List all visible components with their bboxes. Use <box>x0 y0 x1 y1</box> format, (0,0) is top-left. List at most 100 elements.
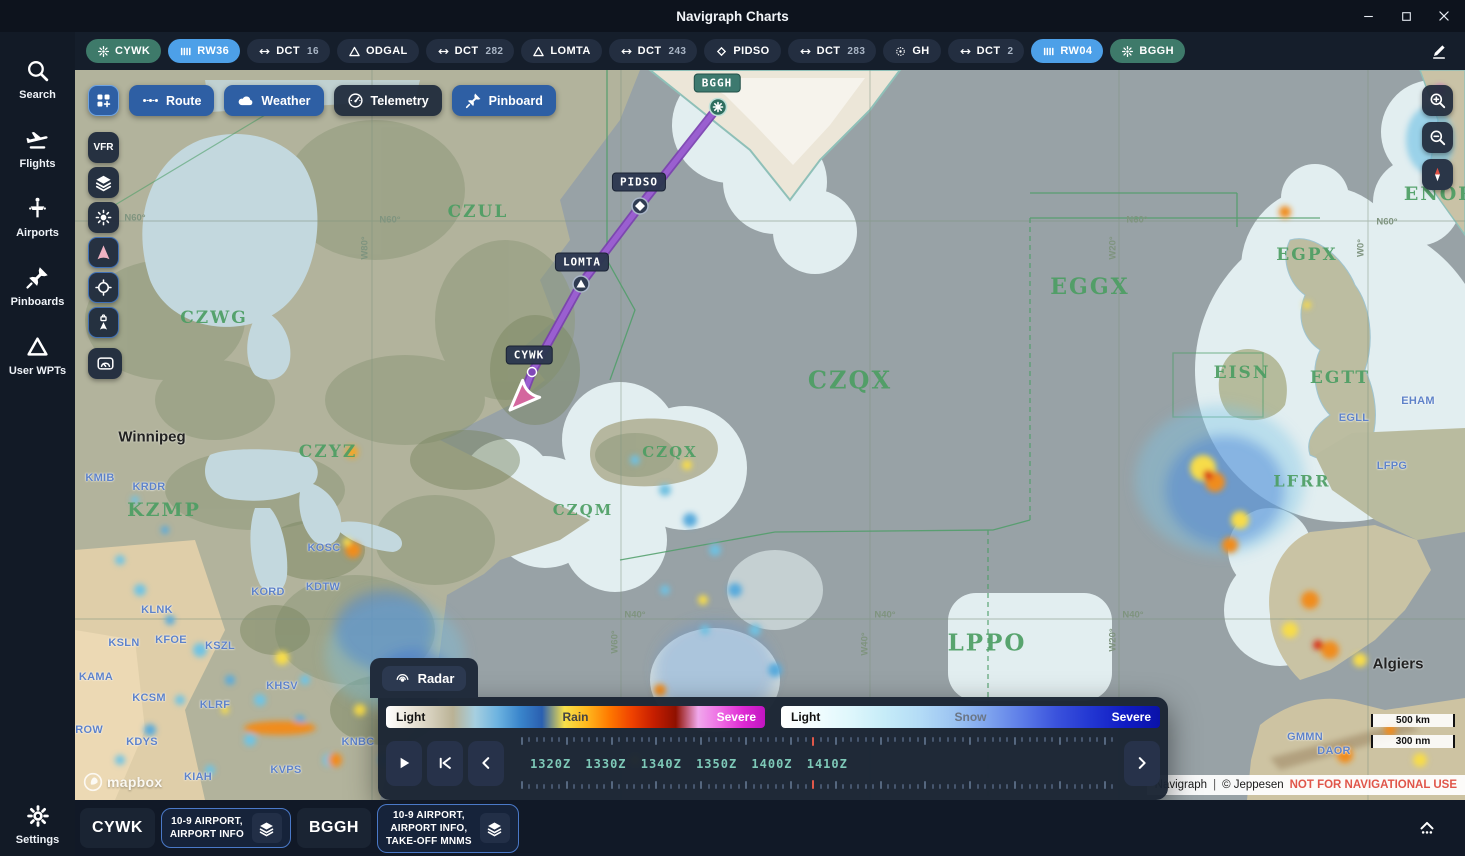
map-right-controls <box>1422 85 1453 190</box>
map-control-brightness[interactable] <box>88 202 119 233</box>
radar-media-buttons <box>386 740 509 786</box>
aircraft-symbol[interactable] <box>501 378 542 418</box>
pin-icon <box>26 267 48 289</box>
skip-to-start-button[interactable] <box>427 740 463 786</box>
time-label-1330z[interactable]: 1330Z <box>585 757 627 771</box>
time-label-1400z[interactable]: 1400Z <box>751 757 793 771</box>
maximize-button[interactable] <box>1399 9 1413 23</box>
expand-panel-button[interactable] <box>1407 808 1447 848</box>
chart-button-cywk[interactable]: 10-9 AIRPORT, AIRPORT INFO <box>160 808 291 848</box>
route-pill-dct-283[interactable]: DCT 283 <box>787 39 877 63</box>
window-title: Navigraph Charts <box>676 8 789 24</box>
sun-icon <box>97 45 110 57</box>
chart-layers-button[interactable] <box>251 813 282 843</box>
pencil-icon <box>1433 45 1445 59</box>
waypoint-label-pidso[interactable]: PIDSO <box>611 172 667 192</box>
waypoint-marker-cywk[interactable] <box>526 366 538 378</box>
route-pill-label: DCT <box>454 45 479 57</box>
map-control-aircraft[interactable] <box>88 237 119 268</box>
map-control-zoom-out[interactable] <box>1422 122 1453 153</box>
edit-route-button[interactable] <box>1425 37 1453 65</box>
legend-min-label: Light <box>791 710 821 724</box>
sidebar-item-user-wpts[interactable]: User WPTs <box>0 334 75 377</box>
sidebar-item-pinboards[interactable]: Pinboards <box>0 265 75 308</box>
toolbar-button-weather[interactable]: Weather <box>224 85 324 116</box>
map-control-center[interactable] <box>88 272 119 303</box>
waypoint-label-cywk[interactable]: CYWK <box>505 345 553 365</box>
route-pill-cywk[interactable]: CYWK <box>86 39 162 63</box>
chart-button-bggh[interactable]: 10-9 AIRPORT, AIRPORT INFO, TAKE-OFF MNMS <box>376 803 519 853</box>
legend-name: Rain <box>562 710 589 724</box>
airport-code-bggh[interactable]: BGGH <box>296 808 371 848</box>
legend-name: Snow <box>954 710 987 724</box>
map-control-layers[interactable] <box>88 167 119 198</box>
radar-legend-rain: Light Rain Severe <box>386 706 765 728</box>
triangle-icon <box>349 46 360 56</box>
panels-grid-button[interactable] <box>88 85 119 116</box>
map-control-attitude[interactable] <box>88 348 122 379</box>
radar-timeline[interactable]: 1320Z 1330Z 1340Z 1350Z 1400Z 1410Z <box>521 737 1114 789</box>
sidebar-item-settings[interactable]: Settings <box>0 804 75 846</box>
map-control-follow[interactable] <box>88 307 119 338</box>
arrow-icon <box>621 48 632 54</box>
play-button[interactable] <box>386 740 422 786</box>
toolbar-button-telemetry[interactable]: Telemetry <box>333 85 442 116</box>
route-pill-bggh[interactable]: BGGH <box>1110 39 1185 63</box>
toolbar-button-route[interactable]: Route <box>129 85 215 116</box>
sidebar-item-search[interactable]: Search <box>0 58 75 101</box>
diamond-icon <box>717 46 727 56</box>
time-label-1350z[interactable]: 1350Z <box>696 757 738 771</box>
time-label-1410z[interactable]: 1410Z <box>806 757 848 771</box>
previous-frame-button[interactable] <box>468 740 504 786</box>
route-pill-odgal[interactable]: ODGAL <box>336 39 419 63</box>
map-attribution: Navigraph | © Jeppesen NOT FOR NAVIGATIO… <box>1146 775 1465 795</box>
arrow-icon <box>800 48 811 54</box>
route-pill-lomta[interactable]: LOMTA <box>521 39 602 63</box>
map-control-vfr[interactable]: VFR <box>88 132 119 163</box>
map-control-zoom-in[interactable] <box>1422 85 1453 116</box>
route-pill-pidso[interactable]: PIDSO <box>704 39 781 63</box>
weather-icon <box>239 96 253 106</box>
close-button[interactable] <box>1437 9 1451 23</box>
route-pill-dct-2[interactable]: DCT 2 <box>947 39 1025 63</box>
waypoint-label-lomta[interactable]: LOMTA <box>554 252 610 272</box>
layers-icon <box>487 821 502 836</box>
time-label-1320z[interactable]: 1320Z <box>530 757 572 771</box>
brightness-icon <box>95 209 112 226</box>
radar-legends: Light Rain Severe Light Snow Severe <box>386 706 1160 728</box>
map-scale: 500 km 300 nm <box>1371 714 1455 748</box>
attribution-copyright: © Jeppesen <box>1222 779 1284 791</box>
route-pill-gh[interactable]: GH <box>883 39 941 63</box>
sidebar-item-flights[interactable]: Flights <box>0 127 75 170</box>
waypoint-marker-lomta[interactable] <box>572 275 590 293</box>
sidebar-item-airports[interactable]: Airports <box>0 196 75 239</box>
pin-icon <box>465 93 481 109</box>
map-control-compass[interactable] <box>1422 159 1453 190</box>
window-controls <box>1361 0 1451 32</box>
legend-min-label: Light <box>396 710 426 724</box>
route-pill-label: PIDSO <box>733 45 770 57</box>
route-pill-rw36[interactable]: RW36 <box>168 39 241 63</box>
time-label-1340z[interactable]: 1340Z <box>640 757 682 771</box>
route-pill-dct-16[interactable]: DCT 16 <box>247 39 330 63</box>
chart-button-label: 10-9 AIRPORT, AIRPORT INFO <box>169 816 244 840</box>
waypoint-marker-bggh[interactable] <box>708 97 728 117</box>
chart-layers-button[interactable] <box>479 813 510 843</box>
mapbox-logo[interactable]: mapbox <box>83 772 162 792</box>
next-frame-button[interactable] <box>1124 740 1160 786</box>
map-canvas[interactable]: CZUL CZWG CZYZ KZMP CZQM CZQX CZQX EGGX EGPX EISN… <box>75 70 1465 800</box>
mapbox-icon <box>83 772 103 792</box>
minimize-button[interactable] <box>1361 9 1375 23</box>
waypoint-marker-pidso[interactable] <box>631 197 649 215</box>
route-pill-dct-243[interactable]: DCT 243 <box>608 39 698 63</box>
route-pill-label: DCT <box>816 45 841 57</box>
airport-code-cywk[interactable]: CYWK <box>80 808 155 848</box>
expand-icon <box>1420 821 1434 834</box>
waypoint-label-bggh[interactable]: BGGH <box>693 73 741 93</box>
toolbar-button-pinboard[interactable]: Pinboard <box>451 85 556 116</box>
route-pill-dct-282[interactable]: DCT 282 <box>425 39 515 63</box>
route-pill-rw04[interactable]: RW04 <box>1031 39 1104 63</box>
radar-legend-snow: Light Snow Severe <box>781 706 1160 728</box>
radar-tab-button[interactable]: Radar <box>381 665 467 691</box>
map-geography <box>75 70 1465 800</box>
